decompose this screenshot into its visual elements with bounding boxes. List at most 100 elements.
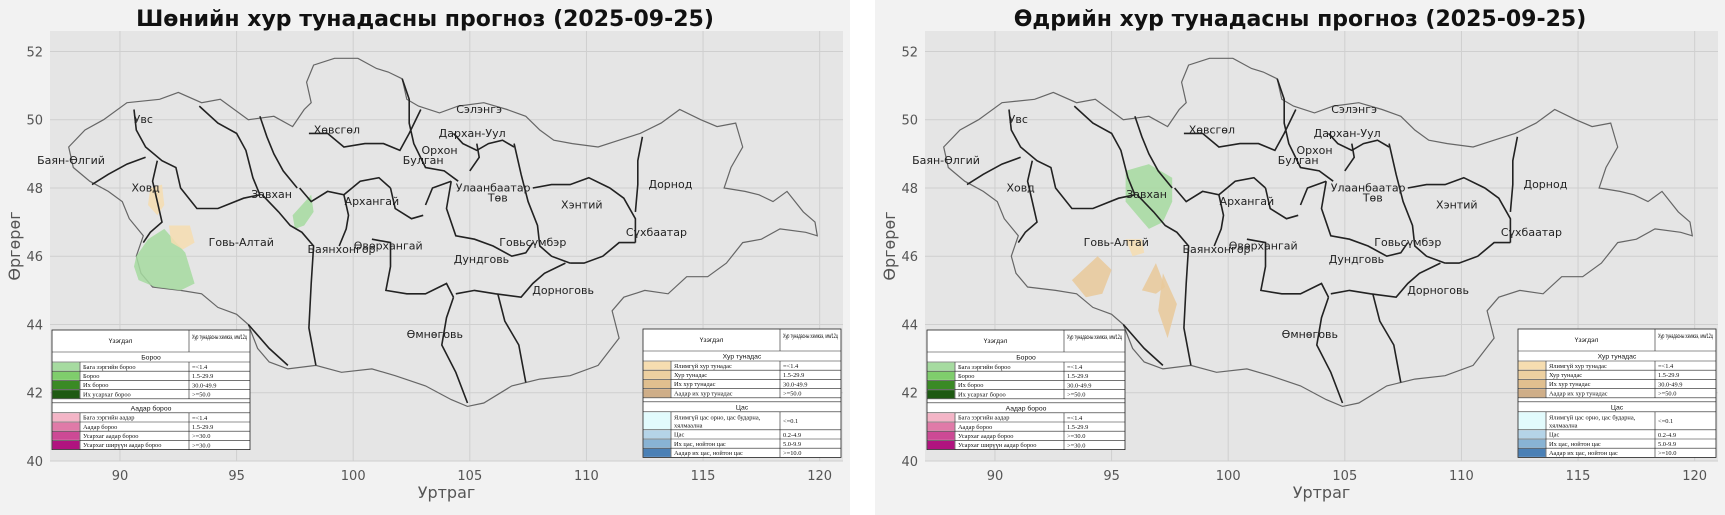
legend-rain: Үзэгдэл Хур тунадасны хэмжээ, мм/12ц Бороо… — [926, 329, 1126, 450]
y-tick-label: 46 — [901, 250, 918, 265]
legend-item-label: Усархаг аадар бороо — [958, 433, 1013, 440]
forecast-area — [1125, 239, 1145, 257]
province-label: Хэнтий — [561, 198, 602, 211]
province-border — [1008, 109, 1136, 210]
province-label: Дорноговь — [532, 284, 594, 297]
province-border — [91, 156, 146, 186]
y-tick-label: 42 — [26, 387, 43, 402]
province-border — [424, 180, 452, 206]
province-border — [513, 143, 571, 264]
province-label: Говь-Алтай — [1084, 236, 1149, 249]
legend-item-label: Ялимгүй цас орно, цас бударна, — [674, 414, 761, 421]
forecast-area — [168, 225, 195, 250]
legend-item-label: Усархаг ширүүн аадар бороо — [958, 442, 1036, 449]
legend-item-range: 1.5-29.9 — [192, 373, 213, 380]
province-border — [1073, 105, 1136, 196]
forecast-area — [1141, 263, 1166, 294]
province-label: Баян-Өлгий — [912, 154, 980, 167]
legend-item-range: >=30.0 — [1067, 442, 1085, 449]
legend-item-range: >=50.0 — [192, 392, 210, 399]
legend-header-amount: Хур тунадасны хэмжээ, мм/12ц — [1658, 333, 1713, 340]
province-border — [1445, 241, 1511, 264]
legend-section-title: Аадар бороо — [1006, 404, 1047, 412]
province-label: Булган — [403, 154, 444, 167]
map-title: Өдрийн хур тунадасны прогноз (2025-09-25… — [1014, 7, 1587, 32]
legend-item-range: >=50.0 — [783, 391, 801, 398]
y-tick-label: 48 — [901, 182, 918, 197]
legend-item-label: Их хур тунадас — [674, 381, 716, 388]
legend-swatch — [643, 448, 671, 457]
province-label: Говьсүмбэр — [499, 236, 566, 249]
legend-item-range: 1.5-29.9 — [1067, 424, 1088, 431]
province-border — [1136, 194, 1192, 366]
province-label: Улаанбаатар — [456, 181, 531, 194]
legend-item-label: Бага зэргийн бороо — [958, 364, 1011, 371]
province-border — [1213, 194, 1225, 247]
province-label: Дундговь — [454, 253, 509, 266]
forecast-area — [1071, 256, 1112, 298]
legend-swatch — [927, 422, 955, 431]
province-label: Өмнөговь — [407, 328, 463, 341]
province-border — [570, 241, 636, 264]
province-label: Сэлэнгэ — [456, 103, 502, 116]
province-border — [497, 293, 527, 383]
legend-item-label: Их усархаг бороо — [83, 391, 131, 398]
province-border — [401, 78, 459, 182]
legend-item-range: 0.2-4.9 — [1658, 432, 1676, 439]
x-tick-label: 105 — [1332, 469, 1357, 484]
legend-swatch — [1518, 439, 1546, 448]
legend-header-amount: Хур тунадасны хэмжээ, мм/12ц — [1067, 334, 1122, 341]
legend-swatch — [643, 370, 671, 379]
legend-swatch — [1518, 379, 1546, 389]
province-border — [1183, 109, 1297, 152]
legend-section-title: Аадар бороо — [131, 404, 172, 412]
province-border — [1330, 262, 1441, 299]
gridlines — [925, 31, 1718, 462]
legend-item-label: хялмаална — [674, 422, 703, 429]
legend-item-label: Аадар бороо — [958, 424, 992, 431]
province-label: Өвөрхангай — [354, 239, 423, 252]
province-label: Баян-Өлгий — [37, 154, 105, 167]
x-axis-label: Уртраг — [1293, 483, 1351, 502]
map-panel-night: Шөнийн хур тунадасны прогноз (2025-09-25… — [0, 0, 850, 515]
x-tick-label: 90 — [987, 469, 1004, 484]
legend-item-range: 30.0-49.9 — [1658, 381, 1683, 388]
legend-item-range: >=30.0 — [192, 433, 210, 440]
country-outline — [68, 57, 819, 408]
y-tick-label: 50 — [901, 114, 918, 129]
province-label: Говь-Алтай — [209, 236, 274, 249]
legend-item-label: Их цас, нойтон цас — [674, 441, 726, 448]
legend-item-label: Хур тунадас — [674, 372, 707, 379]
legend-section-title: Бороо — [1016, 355, 1036, 362]
province-label: Дорнод — [1523, 178, 1567, 191]
y-tick-label: 46 — [26, 250, 43, 265]
legend-item-range: 1.5-29.9 — [783, 372, 804, 379]
legend-swatch — [1518, 430, 1546, 439]
province-label: Дархан-Уул — [1314, 127, 1381, 140]
province-border — [1299, 180, 1327, 206]
legend-item-label: Их усархаг бороо — [958, 391, 1006, 398]
province-border — [308, 109, 422, 152]
legend-item-label: Усархаг аадар бороо — [83, 433, 138, 440]
x-tick-label: 95 — [1103, 469, 1120, 484]
legend-swatch — [643, 361, 671, 370]
legend-header-phenomenon: Үзэгдэл — [109, 338, 133, 345]
legend-swatch — [927, 390, 955, 399]
legend-swatch — [927, 371, 955, 380]
province-label: Увс — [1009, 113, 1028, 126]
legend-item-label: Бороо — [83, 373, 99, 380]
province-label: Дархан-Уул — [439, 127, 506, 140]
province-border — [1388, 143, 1446, 264]
province-border — [1017, 160, 1038, 244]
map-panel-day: Өдрийн хур тунадасны прогноз (2025-09-25… — [875, 0, 1725, 515]
province-label: Баянхонгор — [308, 243, 376, 256]
legend-swatch — [52, 390, 80, 399]
province-label: Улаанбаатар — [1331, 181, 1406, 194]
x-tick-label: 95 — [228, 469, 245, 484]
province-border — [966, 156, 1021, 186]
legend-item-range: >=30.0 — [192, 442, 210, 449]
y-tick-label: 50 — [26, 114, 43, 129]
legend-item-label: Ялимгүй хур тунадас — [674, 363, 732, 370]
legend-header-phenomenon: Үзэгдэл — [1575, 337, 1599, 344]
province-label: Ховд — [1006, 181, 1035, 194]
